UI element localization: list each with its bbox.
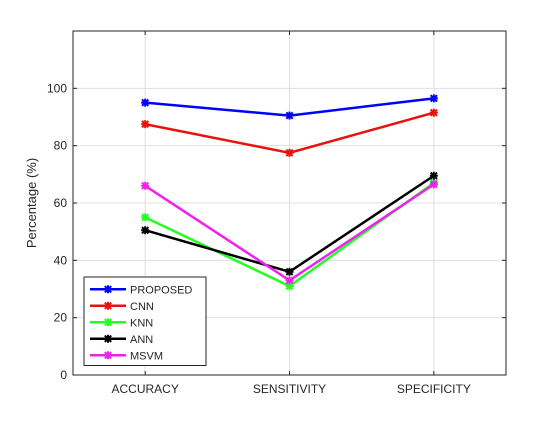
x-tick-label: ACCURACY: [111, 382, 178, 396]
legend-item-cnn: CNN: [90, 301, 154, 313]
legend-item-knn: KNN: [90, 317, 153, 329]
legend-marker: [104, 285, 112, 294]
legend-label: KNN: [130, 317, 153, 329]
y-tick-label: 100: [47, 81, 67, 95]
legend-marker: [104, 318, 112, 327]
data-point-knn: [285, 282, 294, 291]
data-point-cnn: [141, 120, 150, 129]
series-layer: [141, 94, 438, 291]
axes: 0 20 40 60 80 100 ACCURACY SENSITIVITY SPECIFICI…: [47, 30, 507, 396]
legend-label: ANN: [130, 334, 153, 346]
legend-item-msvm: MSVM: [90, 350, 163, 362]
y-axis-label: Percentage (%): [24, 158, 39, 248]
y-tick-label: 20: [54, 311, 68, 325]
legend-item-ann: ANN: [90, 334, 153, 346]
legend-label: MSVM: [130, 350, 163, 362]
y-tick-label: 40: [54, 253, 68, 267]
data-point-ann: [141, 226, 150, 235]
data-point-ann: [285, 267, 294, 276]
data-point-msvm: [285, 276, 294, 285]
data-point-cnn: [429, 108, 438, 117]
x-tick-label: SPECIFICITY: [397, 382, 471, 396]
data-point-proposed: [285, 111, 294, 120]
data-point-msvm: [141, 181, 150, 190]
data-point-proposed: [141, 98, 150, 107]
data-point-cnn: [285, 148, 294, 157]
legend-label: CNN: [130, 301, 154, 313]
data-point-ann: [429, 171, 438, 180]
data-point-msvm: [429, 180, 438, 189]
legend-item-proposed: PROPOSED: [90, 284, 192, 296]
y-tick-label: 80: [54, 139, 68, 153]
data-point-proposed: [429, 94, 438, 103]
legend-label: PROPOSED: [130, 284, 192, 296]
x-tick-label: SENSITIVITY: [253, 382, 326, 396]
y-tick-label: 60: [54, 196, 68, 210]
legend-marker: [104, 334, 112, 343]
data-point-knn: [141, 213, 150, 222]
legend-marker: [104, 351, 112, 360]
legend-marker: [104, 301, 112, 310]
legend: PROPOSED CNN KNN ANN MSVM: [83, 276, 207, 366]
y-tick-label: 0: [60, 368, 67, 382]
